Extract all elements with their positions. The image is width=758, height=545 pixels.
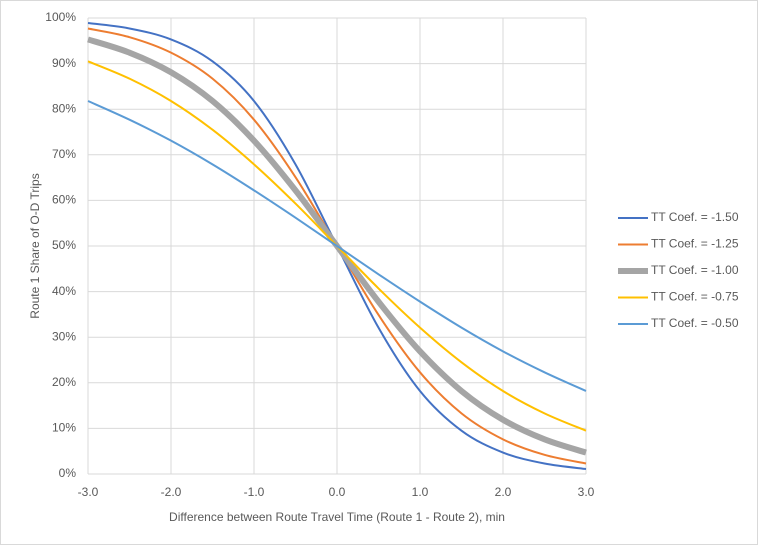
legend-label: TT Coef. = -1.00 [651, 263, 739, 277]
y-tick-label: 70% [52, 147, 76, 161]
y-axis-title: Route 1 Share of O-D Trips [28, 173, 42, 318]
x-tick-label: 1.0 [412, 485, 429, 499]
y-tick-label: 80% [52, 101, 76, 115]
data-line [87, 100, 587, 392]
y-tick-label: 10% [52, 421, 76, 435]
legend-label: TT Coef. = -1.50 [651, 210, 739, 224]
x-tick-label: -3.0 [78, 485, 99, 499]
y-tick-label: 20% [52, 375, 76, 389]
y-tick-label: 50% [52, 238, 76, 252]
legend-label: TT Coef. = -1.25 [651, 237, 739, 251]
x-tick-label: 2.0 [495, 485, 512, 499]
x-axis-title: Difference between Route Travel Time (Ro… [169, 510, 505, 524]
x-tick-label: -1.0 [244, 485, 265, 499]
y-tick-label: 30% [52, 329, 76, 343]
y-tick-label: 40% [52, 284, 76, 298]
legend-label: TT Coef. = -0.75 [651, 290, 739, 304]
y-tick-label: 60% [52, 193, 76, 207]
y-tick-label: 90% [52, 56, 76, 70]
x-tick-label: 0.0 [329, 485, 346, 499]
y-tick-label: 100% [45, 10, 76, 24]
y-tick-label: 0% [59, 466, 77, 480]
x-tick-label: -2.0 [161, 485, 182, 499]
x-tick-label: 3.0 [578, 485, 595, 499]
legend-label: TT Coef. = -0.50 [651, 316, 739, 330]
